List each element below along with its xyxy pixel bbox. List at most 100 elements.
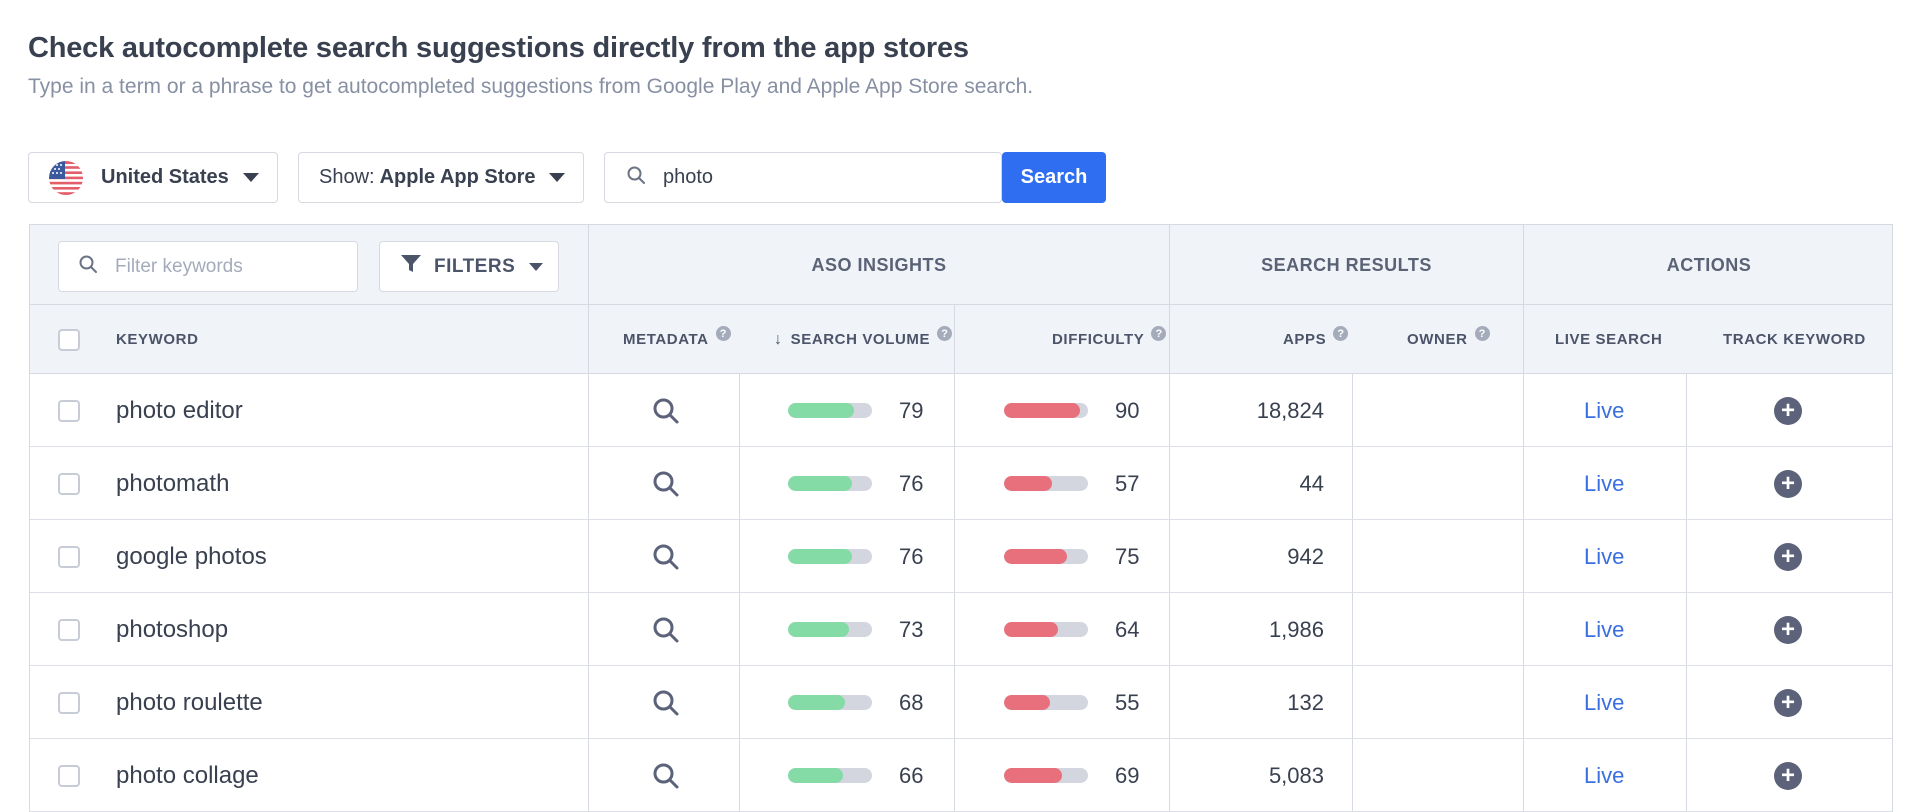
country-dropdown[interactable]: United States [28,152,278,203]
table-row: photomath 76 57 44 Live + [30,447,1892,520]
live-search-link[interactable]: Live [1584,616,1625,642]
row-checkbox[interactable] [58,691,80,714]
help-icon[interactable]: ? [1151,326,1167,341]
add-keyword-icon[interactable]: + [1774,615,1802,644]
column-apps-label: APPS [1283,331,1327,348]
keyword-cell[interactable]: photo roulette [116,688,263,716]
row-checkbox[interactable] [58,764,80,787]
search-volume-bar [788,403,872,418]
add-keyword-icon[interactable]: + [1774,688,1802,717]
difficulty-value: 57 [1115,470,1140,496]
difficulty-bar-fill [1004,695,1051,710]
difficulty-bar [1004,695,1088,710]
search-controls: United States Show: Apple App Store Sear… [28,152,1920,203]
divider [954,305,955,812]
column-owner[interactable]: OWNER? [1407,305,1490,374]
filters-button[interactable]: FILTERS [379,241,559,292]
live-search-link[interactable]: Live [1584,543,1625,569]
live-search-link[interactable]: Live [1584,762,1625,788]
select-all-checkbox[interactable] [58,305,80,374]
difficulty-bar [1004,403,1088,418]
metadata-search-icon[interactable] [652,447,680,520]
filter-keywords-input[interactable] [115,255,345,278]
metadata-search-icon[interactable] [652,739,680,812]
keyword-cell[interactable]: photo collage [116,761,259,789]
search-icon [627,166,645,189]
search-volume-bar-fill [788,695,846,710]
search-volume-bar-fill [788,768,844,783]
search-icon [79,255,97,278]
metadata-search-icon[interactable] [652,593,680,666]
help-icon[interactable]: ? [1474,326,1490,341]
metadata-search-icon[interactable] [652,666,680,739]
metadata-search-icon[interactable] [652,520,680,593]
column-track-keyword: TRACK KEYWORD [1723,305,1866,374]
add-keyword-icon[interactable]: + [1774,542,1802,571]
live-search-link[interactable]: Live [1584,397,1625,423]
table-row: photo collage 66 69 5,083 Live + [30,739,1892,812]
row-checkbox[interactable] [58,545,80,568]
search-volume-bar [788,695,872,710]
row-checkbox[interactable] [58,399,80,422]
help-icon[interactable]: ? [937,326,953,341]
add-keyword-icon[interactable]: + [1774,396,1802,425]
add-keyword-icon[interactable]: + [1774,469,1802,498]
search-volume-bar [788,768,872,783]
difficulty-value: 69 [1115,762,1140,788]
apps-count: 942 [1287,543,1324,569]
divider [739,374,740,812]
column-keyword[interactable]: KEYWORD [116,305,199,374]
search-field[interactable] [604,152,1002,203]
store-dropdown[interactable]: Show: Apple App Store [298,152,584,203]
table-row: photoshop 73 64 1,986 Live + [30,593,1892,666]
column-live-search: LIVE SEARCH [1555,305,1662,374]
help-icon[interactable]: ? [1333,326,1349,341]
column-difficulty[interactable]: DIFFICULTY? [1052,305,1167,374]
checkbox[interactable] [58,328,80,351]
column-metadata[interactable]: METADATA? [623,305,731,374]
difficulty-bar-fill [1004,403,1080,418]
column-search-volume[interactable]: ↓ SEARCH VOLUME? [774,305,953,374]
search-volume-bar-fill [788,622,850,637]
funnel-icon [400,254,422,279]
search-volume-bar-fill [788,549,852,564]
divider [1523,225,1524,812]
row-checkbox[interactable] [58,472,80,495]
search-volume-value: 76 [899,470,924,496]
search-button[interactable]: Search [1002,152,1106,203]
us-flag-icon [49,160,83,195]
store-value: Apple App Store [379,166,536,188]
search-volume-bar [788,549,872,564]
add-keyword-icon[interactable]: + [1774,761,1802,790]
metadata-search-icon[interactable] [652,374,680,447]
row-checkbox[interactable] [58,618,80,641]
difficulty-bar [1004,476,1088,491]
table-column-header [30,305,1892,374]
page-subtitle: Type in a term or a phrase to get autoco… [28,75,1034,98]
table-row: google photos 76 75 942 Live + [30,520,1892,593]
table-row: photo roulette 68 55 132 Live + [30,666,1892,739]
divider [1169,225,1170,812]
column-keyword-label: KEYWORD [116,331,199,348]
filter-keywords-field[interactable] [58,241,358,292]
keyword-cell[interactable]: photo editor [116,396,243,424]
keyword-cell[interactable]: google photos [116,542,267,570]
help-icon[interactable]: ? [715,326,731,341]
column-apps[interactable]: APPS? [1283,305,1349,374]
page-title: Check autocomplete search suggestions di… [28,32,969,64]
live-search-link[interactable]: Live [1584,689,1625,715]
search-volume-value: 73 [899,616,924,642]
apps-count: 132 [1287,689,1324,715]
apps-count: 18,824 [1256,397,1324,423]
keyword-cell[interactable]: photomath [116,469,230,497]
difficulty-value: 55 [1115,689,1140,715]
search-volume-bar [788,476,872,491]
live-search-link[interactable]: Live [1584,470,1625,496]
group-search-results: SEARCH RESULTS [1261,254,1432,275]
column-difficulty-label: DIFFICULTY [1052,331,1145,348]
keyword-cell[interactable]: photoshop [116,615,229,643]
difficulty-bar [1004,549,1088,564]
search-input[interactable] [663,166,983,189]
divider [1686,374,1687,812]
group-aso-insights: ASO INSIGHTS [811,254,947,275]
